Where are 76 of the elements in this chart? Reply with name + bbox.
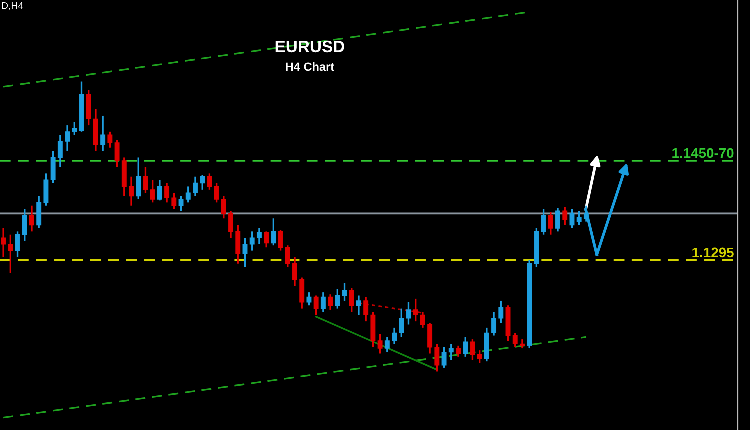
candlestick bbox=[392, 327, 397, 346]
candlestick bbox=[335, 288, 340, 310]
candlestick bbox=[250, 230, 255, 252]
candlestick bbox=[236, 224, 241, 265]
candlestick bbox=[50, 150, 56, 184]
candlestick bbox=[58, 134, 63, 168]
candlestick bbox=[186, 186, 191, 204]
candlestick bbox=[108, 131, 113, 149]
candlestick bbox=[271, 218, 276, 246]
candlestick bbox=[413, 298, 418, 322]
chart-subtitle: H4 Chart bbox=[286, 62, 334, 72]
candlestick bbox=[442, 346, 447, 369]
candlestick bbox=[349, 287, 354, 313]
candlestick bbox=[100, 115, 106, 152]
candlestick bbox=[420, 311, 426, 329]
candlestick bbox=[292, 256, 298, 288]
candlestick bbox=[114, 140, 120, 168]
candlestick bbox=[150, 179, 156, 204]
candlestick bbox=[36, 195, 42, 230]
candlestick bbox=[300, 276, 305, 310]
candlestick bbox=[15, 230, 20, 258]
candlestick bbox=[378, 333, 383, 355]
candlestick bbox=[328, 294, 334, 311]
candlestick bbox=[193, 176, 198, 198]
candlestick bbox=[22, 208, 28, 242]
candlestick bbox=[548, 211, 554, 236]
candlestick bbox=[207, 172, 212, 191]
candlestick bbox=[406, 302, 412, 326]
candlestick bbox=[492, 311, 497, 337]
candlestick bbox=[200, 174, 206, 191]
candlestick bbox=[242, 237, 248, 268]
candlestick bbox=[314, 294, 319, 316]
candlestick bbox=[428, 322, 433, 355]
candlestick bbox=[1, 228, 6, 258]
candlestick bbox=[463, 336, 468, 358]
candlestick bbox=[221, 195, 226, 220]
candlestick bbox=[399, 308, 404, 338]
candlestick bbox=[164, 182, 170, 204]
text: D,H4 bbox=[2, 2, 24, 10]
candlestick bbox=[264, 230, 270, 248]
candlestick bbox=[30, 205, 34, 233]
candlestick bbox=[556, 208, 560, 233]
candlestick bbox=[129, 176, 134, 207]
candlestick bbox=[434, 343, 440, 373]
candlestick bbox=[541, 208, 546, 236]
candlestick bbox=[44, 172, 49, 207]
candlestick bbox=[136, 156, 142, 200]
candlestick bbox=[364, 296, 369, 322]
candlestick bbox=[498, 300, 504, 324]
annotation: 1.1295 bbox=[692, 248, 734, 258]
candlestick bbox=[143, 166, 148, 194]
candlestick bbox=[157, 179, 162, 202]
candlestick bbox=[228, 210, 234, 239]
chart-title: EURUSD bbox=[276, 40, 344, 53]
candlestick bbox=[456, 345, 461, 358]
candlestick bbox=[8, 234, 14, 274]
candlestick bbox=[65, 124, 70, 152]
candlestick bbox=[562, 206, 568, 226]
annotation: 1.1450-70 bbox=[672, 148, 734, 158]
candlestick bbox=[306, 292, 312, 306]
candlestick bbox=[342, 282, 348, 302]
candlestick bbox=[214, 182, 220, 204]
candlestick bbox=[576, 210, 582, 226]
candlestick bbox=[512, 332, 518, 348]
candlestick bbox=[72, 122, 78, 136]
candlestick bbox=[256, 228, 262, 246]
candlestick bbox=[356, 294, 362, 316]
candlestick bbox=[320, 292, 326, 313]
candlestick bbox=[384, 336, 390, 354]
candlestick bbox=[278, 229, 284, 252]
candlestick bbox=[470, 338, 476, 361]
candlestick bbox=[178, 195, 184, 212]
candlestick bbox=[172, 192, 177, 210]
candlestick bbox=[285, 244, 290, 268]
candlestick bbox=[448, 343, 454, 361]
candlestick bbox=[477, 350, 482, 364]
